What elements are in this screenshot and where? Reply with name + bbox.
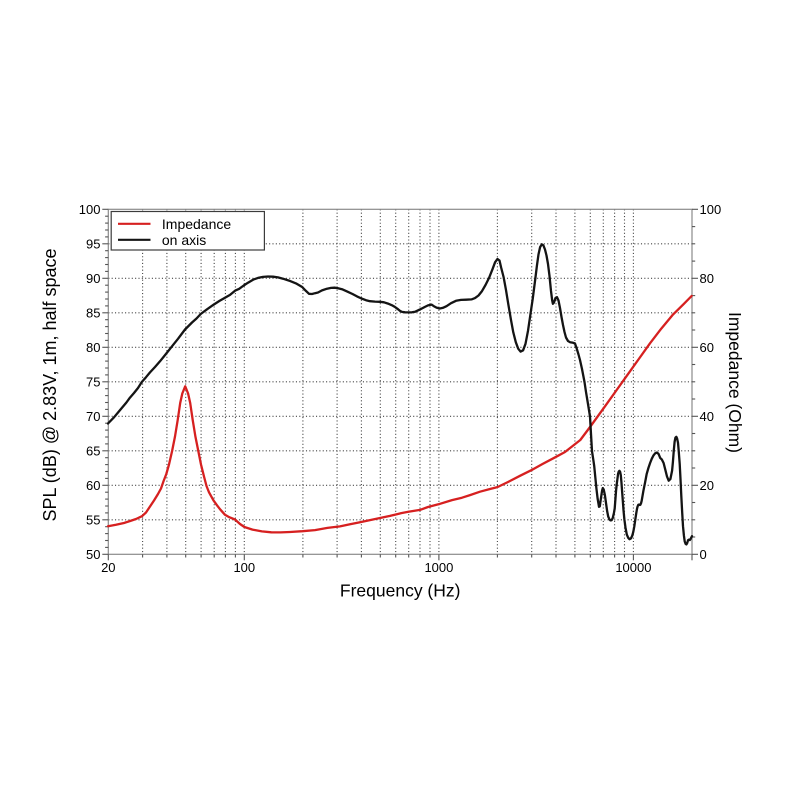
svg-text:85: 85 — [86, 305, 100, 320]
svg-text:20: 20 — [101, 560, 115, 575]
svg-text:0: 0 — [700, 547, 707, 562]
svg-text:100: 100 — [700, 202, 722, 217]
svg-text:40: 40 — [700, 409, 714, 424]
svg-text:80: 80 — [86, 340, 100, 355]
svg-text:100: 100 — [79, 202, 101, 217]
svg-text:55: 55 — [86, 512, 100, 527]
svg-text:Frequency (Hz): Frequency (Hz) — [340, 581, 461, 601]
svg-text:60: 60 — [86, 478, 100, 493]
svg-text:20: 20 — [700, 478, 714, 493]
svg-text:1000: 1000 — [424, 560, 453, 575]
svg-text:50: 50 — [86, 547, 100, 562]
svg-text:Impedance: Impedance — [162, 216, 231, 232]
svg-text:80: 80 — [700, 271, 714, 286]
svg-text:100: 100 — [233, 560, 255, 575]
svg-text:SPL (dB) @ 2.83V, 1m, half spa: SPL (dB) @ 2.83V, 1m, half space — [40, 248, 60, 521]
svg-text:95: 95 — [86, 236, 100, 251]
svg-text:65: 65 — [86, 443, 100, 458]
svg-text:90: 90 — [86, 271, 100, 286]
svg-text:Impedance (Ohm): Impedance (Ohm) — [725, 312, 745, 453]
svg-text:75: 75 — [86, 374, 100, 389]
svg-text:on axis: on axis — [162, 232, 206, 248]
svg-text:70: 70 — [86, 409, 100, 424]
svg-text:60: 60 — [700, 340, 714, 355]
svg-text:10000: 10000 — [615, 560, 651, 575]
